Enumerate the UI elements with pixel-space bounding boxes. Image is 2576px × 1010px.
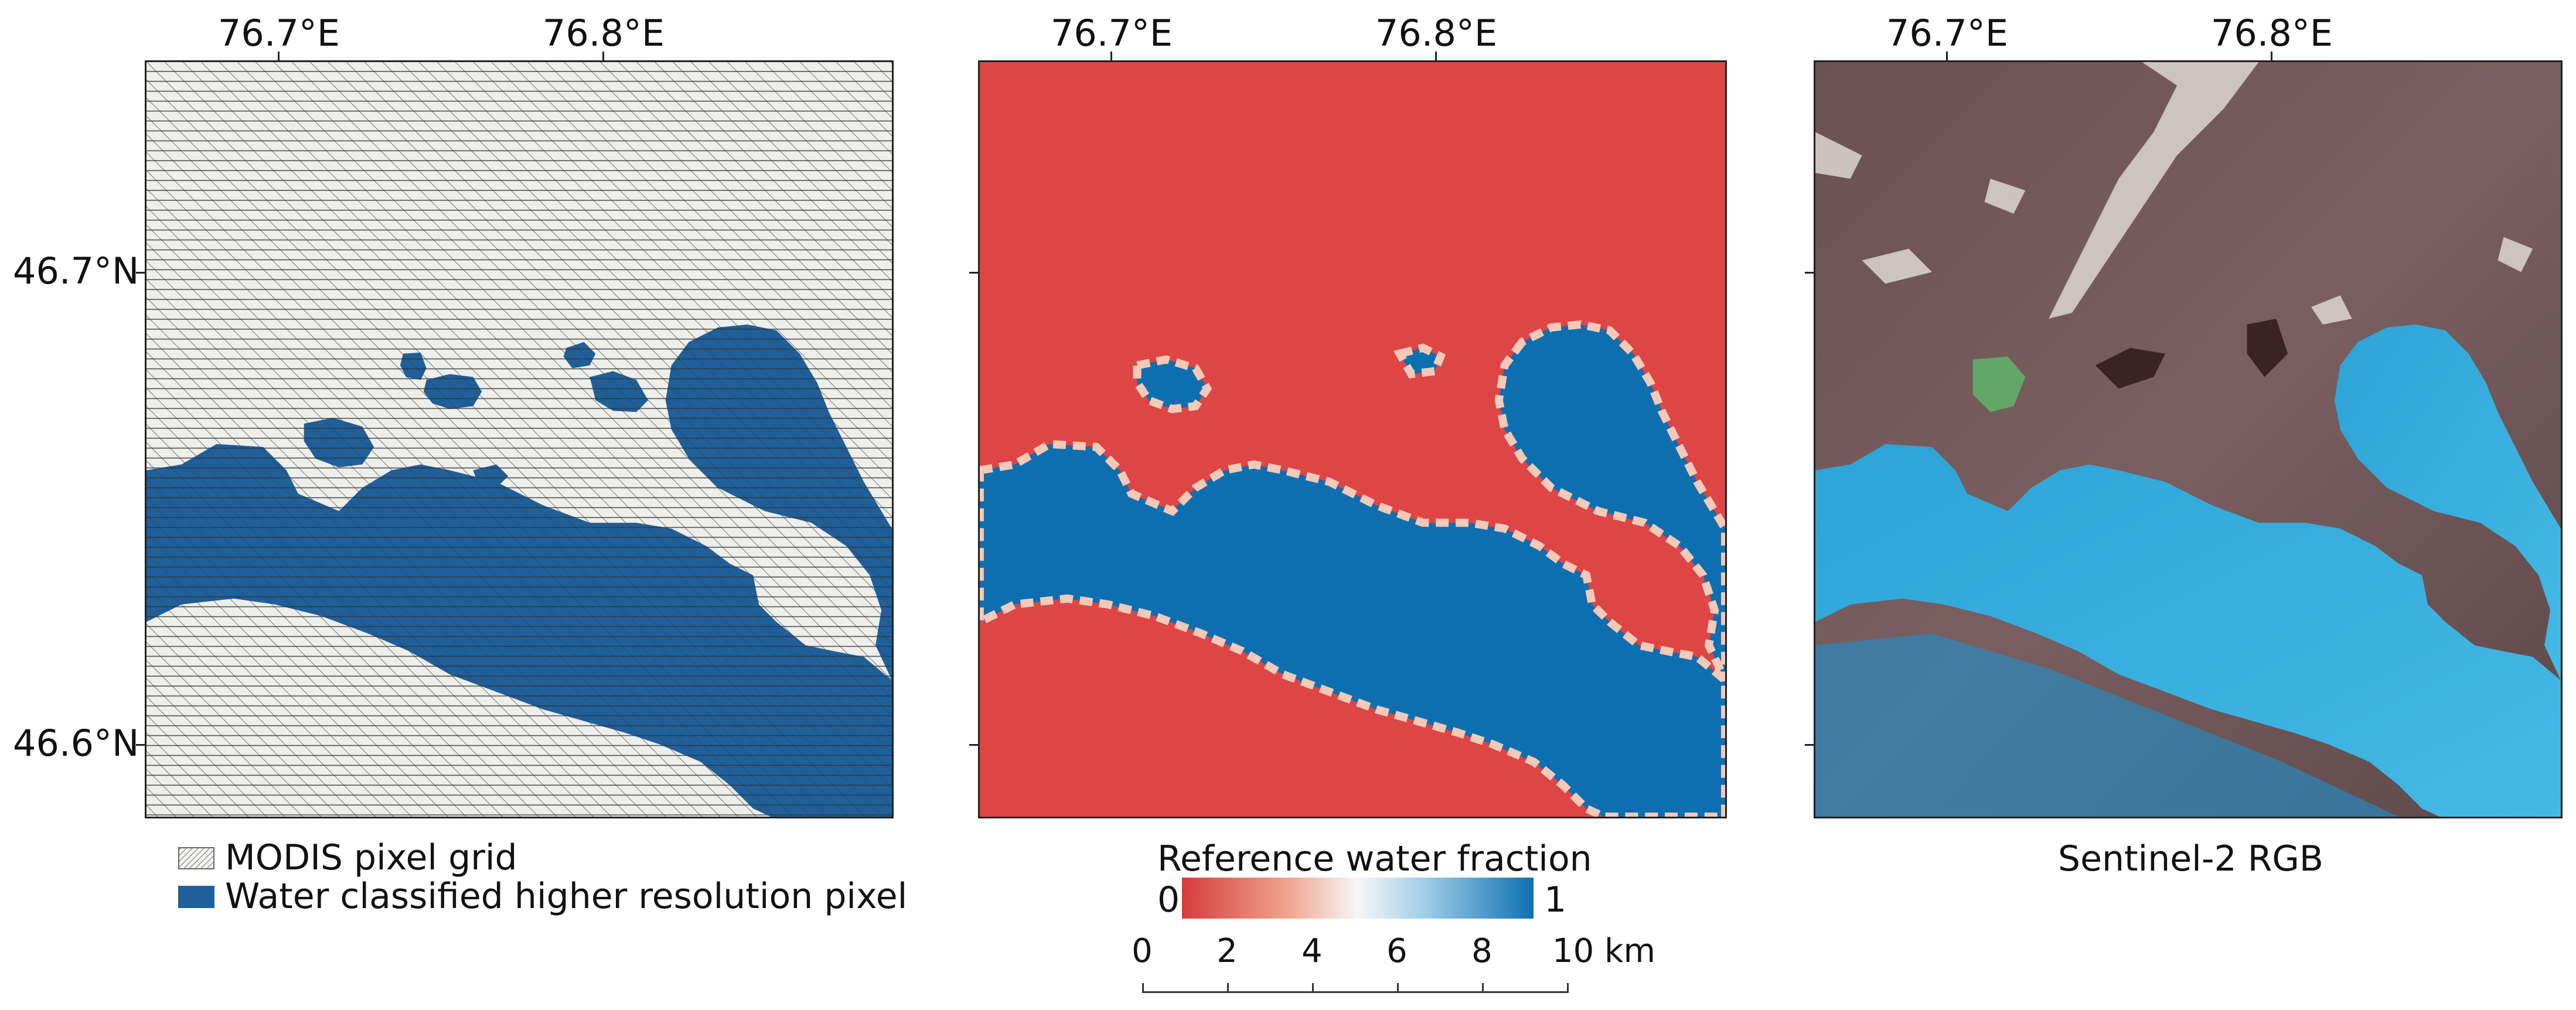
colorbar bbox=[1182, 878, 1534, 919]
lon-label-76-8: 76.8°E bbox=[542, 12, 665, 54]
lon-label-76-7: 76.7°E bbox=[1886, 12, 2009, 54]
tick-top bbox=[1435, 52, 1437, 61]
scalebar-tick bbox=[1227, 983, 1229, 993]
scalebar-line bbox=[1142, 991, 1568, 993]
tick-left bbox=[969, 272, 979, 274]
water-fraction-map bbox=[978, 60, 1727, 818]
colorbar-title: Reference water fraction bbox=[1157, 838, 1592, 879]
tick-top bbox=[1110, 52, 1112, 61]
tick-left bbox=[969, 744, 979, 746]
grid-swatch bbox=[178, 847, 214, 869]
scalebar-tick-label: 4 bbox=[1301, 932, 1323, 970]
scalebar-tick-label: 0 bbox=[1132, 932, 1153, 970]
tick-top bbox=[278, 52, 280, 61]
tick-left bbox=[1805, 272, 1814, 274]
lon-label-76-7: 76.7°E bbox=[217, 12, 340, 54]
lat-label-46-7: 46.7°N bbox=[13, 250, 139, 292]
tick-top bbox=[2271, 52, 2272, 61]
tick-top bbox=[602, 52, 604, 61]
lon-label-76-8: 76.8°E bbox=[2210, 12, 2333, 54]
tick-left bbox=[1805, 744, 1814, 746]
scalebar-tick bbox=[1397, 983, 1399, 993]
legend-grid-label: MODIS pixel grid bbox=[225, 837, 517, 878]
sentinel2-rgb-map bbox=[1814, 60, 2563, 818]
scalebar-tick-label: 8 bbox=[1471, 932, 1493, 970]
scalebar-tick bbox=[1567, 983, 1569, 993]
colorbar-min-label: 0 bbox=[1157, 879, 1180, 920]
tick-left bbox=[136, 744, 145, 746]
scalebar-tick bbox=[1482, 983, 1484, 993]
rgb-caption: Sentinel-2 RGB bbox=[2058, 838, 2324, 879]
scalebar-tick bbox=[1312, 983, 1314, 993]
scalebar-tick-label: 6 bbox=[1386, 932, 1408, 970]
scalebar-tick bbox=[1142, 983, 1144, 993]
tick-left bbox=[136, 272, 145, 274]
lon-label-76-8: 76.8°E bbox=[1375, 12, 1498, 54]
tick-top bbox=[1946, 52, 1948, 61]
legend-water-label: Water classified higher resolution pixel bbox=[225, 876, 908, 917]
scalebar-tick-label: 2 bbox=[1217, 932, 1238, 970]
scalebar-tick-label: 10 km bbox=[1552, 932, 1656, 970]
lon-label-76-7: 76.7°E bbox=[1050, 12, 1173, 54]
modis-grid-map bbox=[145, 60, 894, 818]
water-swatch bbox=[178, 886, 214, 908]
colorbar-max-label: 1 bbox=[1544, 879, 1567, 920]
lat-label-46-6: 46.6°N bbox=[13, 722, 139, 765]
